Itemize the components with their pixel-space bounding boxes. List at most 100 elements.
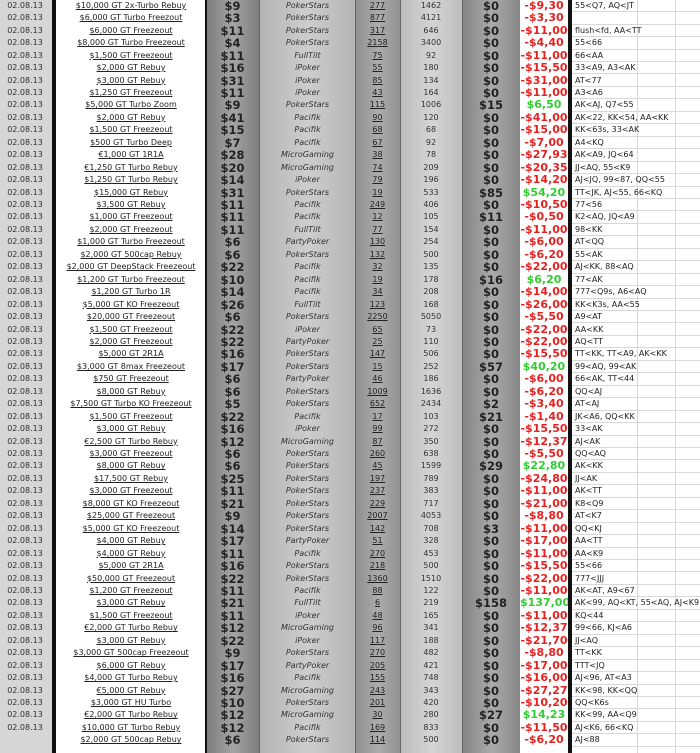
tournament-name-link[interactable]: $1,250 GT Turbo Rebuy xyxy=(84,175,178,185)
hands-note-cell[interactable]: AK<TT xyxy=(575,486,603,496)
tournament-name-link[interactable]: $3,000 GT Rebuy xyxy=(96,75,166,85)
place-link[interactable]: 87 xyxy=(372,436,383,446)
hands-note-cell[interactable]: 77<AK xyxy=(575,274,603,284)
hands-note-cell[interactable]: AT<QQ xyxy=(575,237,605,247)
hands-note-cell[interactable]: QQ<K6s xyxy=(575,698,609,707)
hands-note-cell[interactable]: AQ<TT xyxy=(575,336,603,346)
place-link[interactable]: 132 xyxy=(369,249,386,259)
place-link[interactable]: 2007 xyxy=(367,511,388,521)
tournament-name-link[interactable]: €1,250 GT Turbo Rebuy xyxy=(84,162,178,172)
tournament-name-link[interactable]: $10,000 GT 2x-Turbo Rebuy xyxy=(75,0,187,10)
place-link[interactable]: 130 xyxy=(369,237,386,247)
tournament-name-link[interactable]: $5,000 GT 2R1A xyxy=(98,349,164,359)
hands-note-cell[interactable]: 55<66 xyxy=(575,561,603,571)
tournament-name-link[interactable]: $3,000 GT HU Turbo xyxy=(90,698,172,707)
tournament-name-link[interactable]: $1,500 GT Freezeout xyxy=(89,50,173,60)
place-link[interactable]: 85 xyxy=(372,75,383,85)
place-link[interactable]: 32 xyxy=(372,262,383,272)
tournament-name-link[interactable]: $500 GT Turbo Deep xyxy=(90,137,172,147)
place-link[interactable]: 43 xyxy=(372,87,383,97)
place-link[interactable]: 25 xyxy=(372,336,383,346)
place-link[interactable]: 30 xyxy=(372,710,383,720)
hands-note-cell[interactable]: JJ<AK xyxy=(575,473,598,483)
place-link[interactable]: 652 xyxy=(369,399,386,409)
hands-note-cell[interactable]: AT<K7 xyxy=(575,511,602,521)
hands-note-cell[interactable]: AT<77 xyxy=(575,75,602,85)
hands-note-cell[interactable]: KQ<44 xyxy=(575,610,604,620)
place-link[interactable]: 142 xyxy=(369,523,386,533)
tournament-name-link[interactable]: $17,500 GT Rebuy xyxy=(94,473,168,483)
place-link[interactable]: 55 xyxy=(372,63,383,73)
hands-note-cell[interactable]: JJ<AQ, 55<K9 xyxy=(575,162,631,172)
hands-note-cell[interactable]: AK<99, AQ<KT, 55<AQ, AJ<K9 xyxy=(575,598,700,608)
hands-note-cell[interactable]: TTT<JQ xyxy=(575,660,605,670)
tournament-name-link[interactable]: $5,000 GT KO Freezeout xyxy=(82,523,180,533)
tournament-name-link[interactable]: €1,000 GT 1R1A xyxy=(98,150,164,160)
tournament-name-link[interactable]: $1,000 GT Freezeout xyxy=(89,212,173,222)
hands-note-cell[interactable]: AT<AJ xyxy=(575,399,600,409)
place-link[interactable]: 90 xyxy=(372,112,383,122)
hands-note-cell[interactable]: TT<KK, TT<A9, AK<KK xyxy=(575,349,667,359)
place-link[interactable]: 65 xyxy=(372,324,383,334)
tournament-name-link[interactable]: $1,200 GT Freezeout xyxy=(89,585,173,595)
tournament-name-link[interactable]: $8,000 GT KO Freezeout xyxy=(82,498,180,508)
place-link[interactable]: 155 xyxy=(369,673,386,683)
place-link[interactable]: 79 xyxy=(372,175,383,185)
tournament-name-link[interactable]: $2,000 GT DeepStack Freezeout xyxy=(66,262,196,272)
place-link[interactable]: 34 xyxy=(372,287,383,297)
place-link[interactable]: 249 xyxy=(369,200,386,209)
place-link[interactable]: 19 xyxy=(372,187,383,197)
place-link[interactable]: 115 xyxy=(369,100,386,110)
tournament-name-link[interactable]: $20,000 GT Freezeout xyxy=(86,312,176,322)
tournament-name-link[interactable]: $2,000 GT 500cap Rebuy xyxy=(80,249,182,259)
place-link[interactable]: 51 xyxy=(372,536,383,546)
place-link[interactable]: 1009 xyxy=(367,386,388,396)
tournament-name-link[interactable]: $5,000 GT Turbo Zoom xyxy=(85,100,177,110)
place-link[interactable]: 218 xyxy=(369,561,386,571)
hands-note-cell[interactable] xyxy=(574,12,700,24)
place-link[interactable]: 169 xyxy=(369,722,386,732)
tournament-name-link[interactable]: $1,200 GT Turbo Freezeout xyxy=(77,274,185,284)
tournament-name-link[interactable]: €2,500 GT Turbo Rebuy xyxy=(84,436,178,446)
tournament-name-link[interactable]: $8,000 GT Turbo Freezeout xyxy=(77,38,185,48)
place-link[interactable]: 15 xyxy=(372,361,383,371)
place-link[interactable]: 1360 xyxy=(367,573,388,583)
place-link[interactable]: 38 xyxy=(372,150,383,160)
place-link[interactable]: 12 xyxy=(372,212,383,222)
tournament-name-link[interactable]: $750 GT Freezeout xyxy=(93,374,169,384)
tournament-name-link[interactable]: $5,000 GT 2R1A xyxy=(98,561,164,571)
tournament-name-link[interactable]: $2,000 GT 500cap Rebuy xyxy=(80,735,182,745)
hands-note-cell[interactable]: QQ<AQ xyxy=(575,449,606,458)
tournament-name-link[interactable]: $6,000 GT Rebuy xyxy=(96,660,166,670)
tournament-name-link[interactable]: $4,000 GT Rebuy xyxy=(96,548,166,558)
tournament-name-link[interactable]: $1,250 GT Freezeout xyxy=(89,87,173,97)
tournament-name-link[interactable]: $6,000 GT Turbo Freezout xyxy=(79,13,183,23)
tournament-name-link[interactable]: $15,000 GT Rebuy xyxy=(94,187,168,197)
hands-note-cell[interactable]: QQ<KJ xyxy=(575,523,602,533)
place-link[interactable]: 2250 xyxy=(367,312,388,322)
tournament-name-link[interactable]: $2,000 GT Freezeout xyxy=(89,224,173,234)
hands-note-cell[interactable]: 66<AA xyxy=(575,50,604,60)
tournament-name-link[interactable]: €5,000 GT Rebuy xyxy=(96,685,166,695)
tournament-name-link[interactable]: $3,000 GT 500cap Freezeout xyxy=(73,648,189,658)
hands-note-cell[interactable]: AJ<K6, 66<KQ xyxy=(575,722,634,732)
place-link[interactable]: 123 xyxy=(369,299,386,309)
hands-note-cell[interactable]: 66<AK, TT<44 xyxy=(575,374,635,384)
hands-note-cell[interactable]: 55<66 xyxy=(575,38,603,48)
hands-note-cell[interactable]: AA<KK xyxy=(575,324,604,334)
place-link[interactable]: 45 xyxy=(372,461,383,471)
tournament-name-link[interactable]: $25,000 GT Freezeout xyxy=(86,511,176,521)
tournament-name-link[interactable]: $1,500 GT Freezeout xyxy=(89,411,173,421)
hands-note-cell[interactable]: KK<K3s, AA<55 xyxy=(575,299,640,309)
place-link[interactable]: 877 xyxy=(369,13,386,23)
hands-note-cell[interactable]: TT<KK xyxy=(575,648,602,658)
place-link[interactable]: 74 xyxy=(372,162,383,172)
tournament-name-link[interactable]: $3,000 GT 8max Freezeout xyxy=(76,361,186,371)
tournament-name-link[interactable]: $4,000 GT Turbo Rebuy xyxy=(84,673,178,683)
tournament-name-link[interactable]: $50,000 GT Freezeout xyxy=(86,573,176,583)
place-link[interactable]: 147 xyxy=(369,349,386,359)
hands-note-cell[interactable]: 33<A9, A3<AK xyxy=(575,63,636,73)
tournament-name-link[interactable]: $1,000 GT Turbo Freezeout xyxy=(77,237,185,247)
hands-note-cell[interactable]: 777<JJJ xyxy=(575,573,605,583)
place-link[interactable]: 19 xyxy=(372,274,383,284)
